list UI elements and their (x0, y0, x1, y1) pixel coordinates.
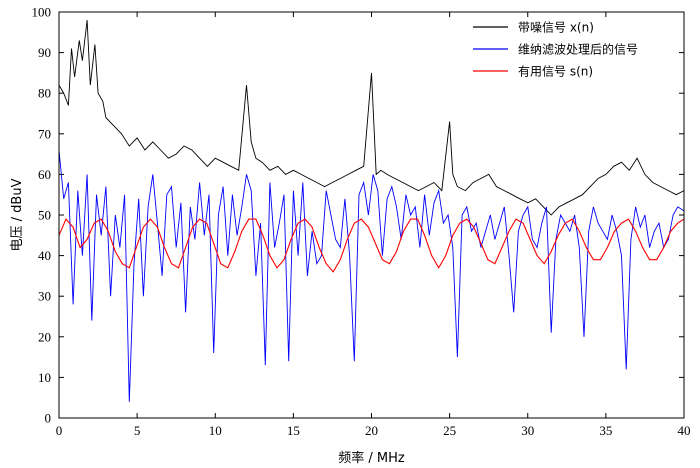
x-tick-label: 10 (209, 423, 222, 438)
plot-lines (58, 20, 685, 402)
series-line-1 (58, 20, 685, 216)
x-tick-label: 5 (134, 423, 141, 438)
legend-label-1: 带噪信号 x(n) (518, 21, 594, 35)
y-tick-label: 70 (38, 126, 51, 141)
x-tick-label: 30 (521, 423, 534, 438)
y-axis-title: 电压 / dBuV (10, 178, 25, 251)
legend-label-3: 有用信号 s(n) (518, 65, 593, 79)
y-tick-label: 30 (38, 289, 51, 304)
x-tick-label: 20 (365, 423, 378, 438)
x-axis-title: 频率 / MHz (338, 450, 405, 466)
x-tick-label: 25 (443, 423, 456, 438)
x-tick-label: 0 (56, 423, 63, 438)
y-tick-label: 10 (38, 370, 51, 385)
y-tick-label: 80 (38, 86, 51, 101)
series-line-3 (58, 218, 685, 273)
y-axis-ticks: 0 10 20 30 40 50 60 70 80 90 100 (32, 5, 684, 426)
y-tick-label: 0 (45, 411, 52, 426)
y-tick-label: 50 (38, 208, 51, 223)
y-tick-label: 20 (38, 329, 51, 344)
y-tick-label: 40 (38, 248, 51, 263)
x-tick-label: 40 (678, 423, 691, 438)
y-tick-label: 60 (38, 167, 51, 182)
legend-label-2: 维纳滤波处理后的信号 (518, 42, 638, 57)
x-tick-label: 15 (287, 423, 300, 438)
series-line-2 (58, 149, 685, 402)
x-tick-label: 35 (599, 423, 612, 438)
y-tick-label: 100 (32, 5, 52, 20)
y-tick-label: 90 (38, 45, 51, 60)
x-axis-ticks: 0 5 10 15 20 25 30 35 40 (56, 12, 691, 438)
